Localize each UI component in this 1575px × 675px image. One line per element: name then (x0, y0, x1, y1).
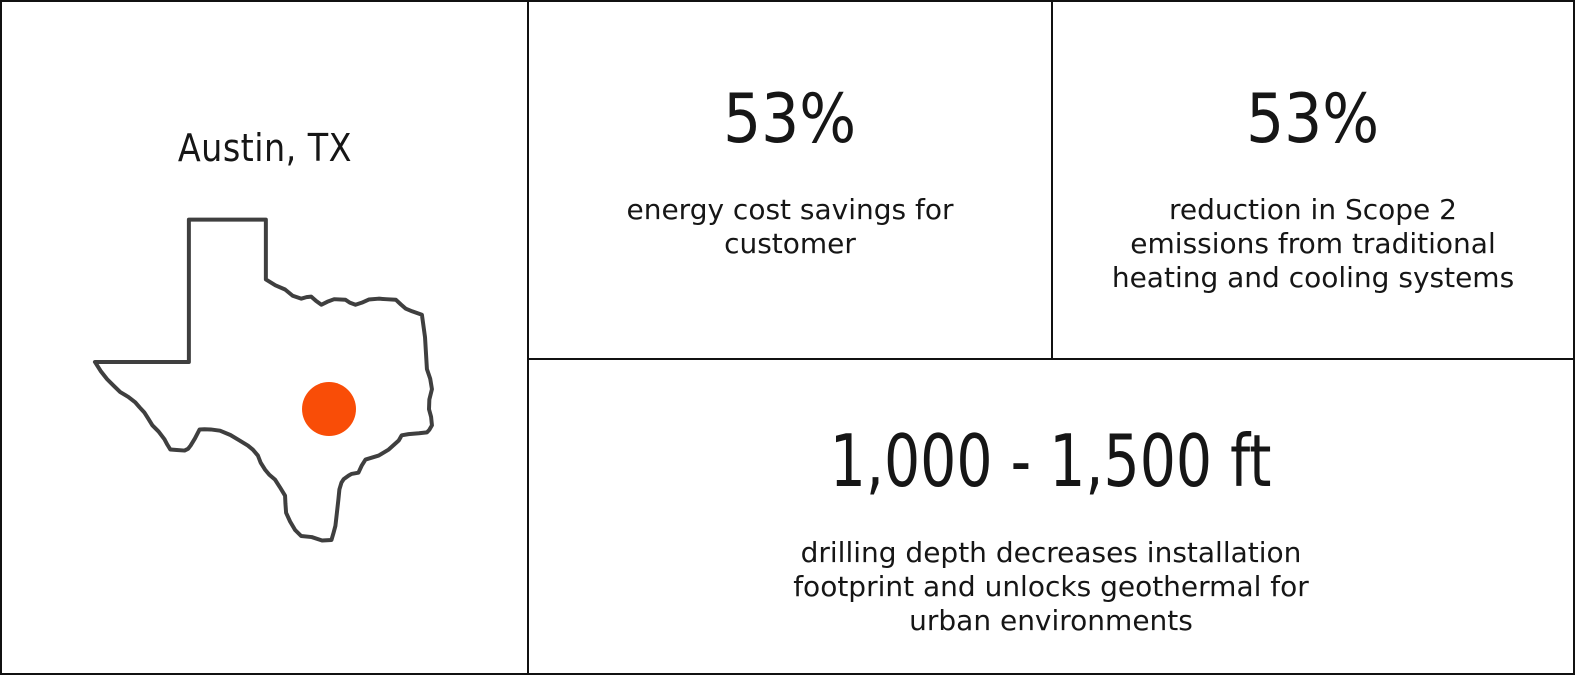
stat-description-line: footprint and unlocks geothermal for (793, 569, 1309, 603)
stat-card-drilling-depth: 1,000 - 1,500 ft drilling depth decrease… (529, 360, 1573, 673)
location-title-text: Austin, TX (177, 126, 352, 171)
stat-description-line: energy cost savings for (626, 193, 954, 227)
stat-card-scope2-reduction: 53% reduction in Scope 2 emissions from … (1053, 2, 1573, 358)
location-panel: Austin, TX (2, 2, 527, 673)
texas-outline-icon (92, 217, 434, 543)
stat-value: 53% (1237, 80, 1388, 159)
austin-location-dot-icon (301, 381, 356, 436)
location-title: Austin, TX (166, 126, 364, 172)
stat-description-line: customer (724, 227, 856, 261)
texas-outline-path (92, 217, 434, 543)
stat-description: energy cost savings for customer (626, 193, 953, 261)
stat-description-line: reduction in Scope 2 (1168, 193, 1457, 227)
stat-description: reduction in Scope 2 emissions from trad… (1112, 193, 1514, 295)
stat-description-line: urban environments (909, 603, 1193, 637)
stat-value: 53% (714, 80, 865, 159)
texas-map (92, 216, 438, 549)
stat-description-line: heating and cooling systems (1111, 261, 1515, 295)
stat-value: 1,000 - 1,500 ft (771, 419, 1330, 503)
stat-description-line: emissions from traditional (1130, 227, 1496, 261)
stat-value-text: 53% (1246, 80, 1380, 159)
stat-description: drilling depth decreases installation fo… (793, 536, 1309, 638)
stat-value-text: 1,000 - 1,500 ft (830, 419, 1272, 503)
stat-description-line: drilling depth decreases installation (800, 535, 1302, 569)
stat-card-energy-savings: 53% energy cost savings for customer (529, 2, 1051, 358)
stat-value-text: 53% (723, 80, 857, 159)
